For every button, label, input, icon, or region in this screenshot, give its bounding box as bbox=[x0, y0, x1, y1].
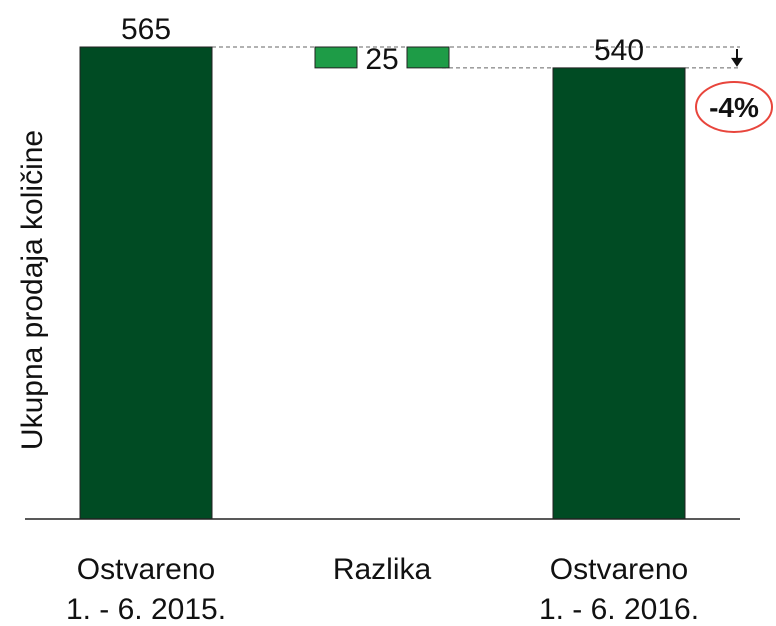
value-label-2015: 565 bbox=[121, 13, 171, 46]
bar-razlika-right bbox=[406, 46, 450, 69]
change-badge-ellipse bbox=[695, 81, 773, 133]
category-labels: Ostvareno 1. - 6. 2015. Razlika Ostvareno 1.… bbox=[66, 553, 699, 626]
connector-lines bbox=[212, 46, 740, 69]
change-badge: -4% bbox=[695, 49, 773, 133]
category-label: 1. - 6. 2016. bbox=[539, 593, 699, 626]
category-label: 1. - 6. 2015. bbox=[66, 593, 226, 626]
change-percent-label: -4% bbox=[709, 92, 759, 123]
bars bbox=[79, 46, 686, 520]
value-label-2016: 540 bbox=[594, 34, 644, 67]
category-label: Razlika bbox=[333, 553, 432, 586]
bar-razlika-left bbox=[314, 46, 358, 69]
value-label-razlika: 25 bbox=[365, 43, 398, 76]
category-label: Ostvareno bbox=[77, 553, 215, 586]
change-arrow-head bbox=[731, 57, 743, 67]
y-axis-label: Ukupna prodaja količine bbox=[16, 130, 49, 450]
bar-ostvareno-2016 bbox=[552, 67, 686, 520]
value-labels: 565 25 540 bbox=[121, 13, 644, 76]
bar-ostvareno-2015 bbox=[79, 46, 213, 520]
category-label: Ostvareno bbox=[550, 553, 688, 586]
